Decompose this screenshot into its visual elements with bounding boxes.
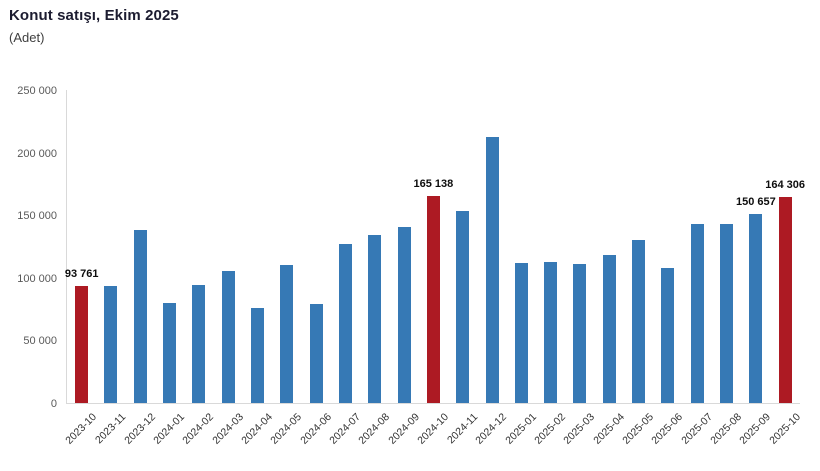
bar-value-label: 164 306 — [765, 179, 806, 192]
bar-slot: 2025-08 — [708, 90, 744, 447]
x-axis-label: 2025-04 — [591, 411, 627, 447]
bar-slot: 2025-06 — [650, 90, 685, 447]
bar — [368, 235, 382, 403]
chart-title: Konut satışı, Ekim 2025 — [9, 7, 179, 24]
bar — [163, 302, 177, 403]
bar — [309, 303, 323, 403]
bar-slot: 2025-03 — [562, 90, 597, 447]
bar-slot: 2023-11 — [93, 90, 128, 446]
bar-highlighted — [75, 285, 89, 403]
bar-slot: 2025-07 — [679, 90, 715, 447]
x-axis-label: 2025-05 — [620, 411, 657, 447]
x-axis-label: 2024-08 — [356, 411, 393, 447]
bar-value-label: 165 138 — [413, 178, 454, 191]
bar — [104, 285, 118, 403]
y-axis-label: 50 000 — [23, 335, 57, 348]
bar — [192, 285, 206, 403]
chart-subtitle: (Adet) — [9, 30, 45, 45]
bar-slot: 165 138 2024-10 — [414, 90, 454, 447]
x-axis-label: 2025-10 — [766, 411, 803, 447]
bar-value-label: 150 657 — [735, 196, 776, 209]
x-axis-label: 2025-08 — [708, 411, 745, 447]
bar — [456, 211, 470, 403]
bar-highlighted — [426, 196, 440, 403]
bar-slot: 2024-03 — [210, 90, 246, 447]
bar-slot: 2024-06 — [298, 90, 334, 447]
bar — [632, 240, 646, 403]
x-axis-label: 2024-07 — [327, 411, 363, 447]
y-axis-labels: 0 50 000 100 000 150 000 200 000 250 000 — [0, 85, 57, 410]
bar-value-label: 93 761 — [64, 267, 99, 280]
bar — [397, 226, 411, 403]
x-axis-label: 2024-03 — [209, 411, 246, 447]
x-axis-label: 2024-06 — [297, 411, 334, 447]
x-axis-label: 2023-11 — [93, 411, 129, 447]
bar-slot: 2024-11 — [445, 90, 480, 446]
bar — [280, 264, 294, 403]
bar — [720, 223, 734, 403]
bar-slot: 2024-01 — [151, 90, 187, 447]
x-axis-label: 2023-12 — [122, 411, 158, 447]
bars-container: 93 761 2023-10 2023-11 2023-12 2024-01 2024-0… — [63, 90, 805, 447]
bar — [133, 229, 147, 403]
x-axis-label: 2023-10 — [63, 411, 100, 447]
bar — [221, 271, 235, 403]
x-axis-label: 2025-02 — [532, 411, 569, 447]
plot-area: 93 761 2023-10 2023-11 2023-12 2024-01 2024-0… — [63, 90, 805, 447]
bar-slot: 2024-02 — [181, 90, 216, 447]
x-axis-label: 2024-02 — [180, 411, 217, 447]
bar — [544, 261, 558, 403]
x-axis-label: 2024-05 — [268, 411, 305, 447]
x-axis-label: 2025-07 — [678, 411, 715, 447]
bar-slot: 2024-08 — [357, 90, 392, 447]
bar — [749, 214, 763, 403]
bar-slot: 2024-09 — [386, 90, 422, 447]
x-axis-label: 2024-09 — [385, 411, 422, 447]
y-axis-label: 0 — [50, 398, 57, 410]
x-axis-label: 2024-01 — [151, 411, 188, 447]
bar — [485, 136, 499, 403]
bar-slot: 2025-01 — [503, 90, 539, 447]
bar — [602, 254, 616, 403]
x-axis-label: 2024-12 — [473, 411, 510, 447]
bar — [573, 264, 587, 403]
bar-slot: 2025-05 — [620, 90, 656, 447]
bar-slot: 2025-02 — [532, 90, 568, 447]
bar — [690, 224, 704, 403]
bar-slot: 164 306 2025-10 — [765, 90, 805, 446]
bar-slot: 2023-12 — [122, 90, 158, 447]
bar — [251, 308, 265, 403]
x-axis-label: 2025-06 — [649, 411, 686, 447]
bar-slot: 2024-04 — [239, 90, 275, 447]
bar — [661, 268, 675, 403]
bar-slot: 93 761 2023-10 — [63, 90, 99, 447]
bar — [338, 243, 352, 403]
y-axis-label: 250 000 — [17, 85, 57, 97]
bar-highlighted — [778, 197, 792, 403]
y-axis-label: 150 000 — [17, 210, 57, 223]
bar-slot: 2025-04 — [591, 90, 627, 447]
x-axis-label: 2025-01 — [503, 411, 539, 447]
x-axis-label: 2024-11 — [445, 411, 481, 447]
bar — [514, 262, 528, 403]
y-axis-label: 100 000 — [17, 272, 57, 285]
bar-slot: 2024-07 — [327, 90, 363, 447]
x-axis-label: 2025-09 — [737, 411, 774, 447]
x-axis-label: 2024-04 — [239, 411, 276, 447]
bar-slot: 150 657 2025-09 — [736, 90, 776, 446]
bar-slot: 2024-05 — [269, 90, 304, 447]
x-axis-label: 2025-03 — [561, 411, 598, 447]
y-axis-label: 200 000 — [17, 147, 57, 160]
bar-slot: 2024-12 — [474, 90, 510, 447]
